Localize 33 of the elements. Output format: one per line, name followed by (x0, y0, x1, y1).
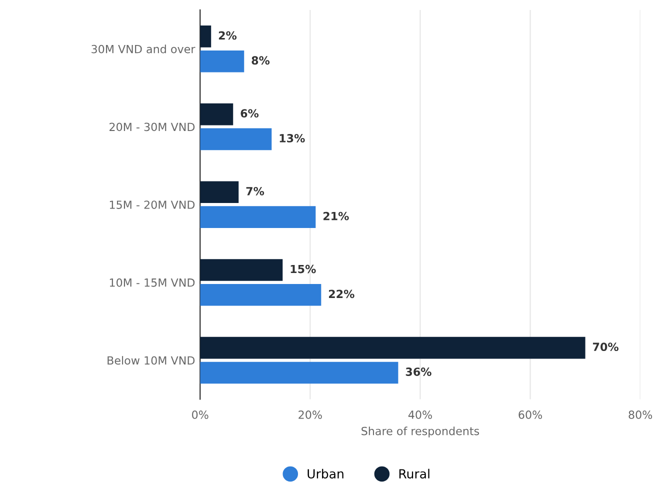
bar (200, 362, 398, 384)
data-label: 6% (240, 109, 259, 118)
y-tick-label: 30M VND and over (92, 44, 196, 54)
x-axis-title: Share of respondents (362, 426, 480, 438)
data-label: 70% (592, 342, 618, 352)
y-tick-label: Below 10M VND (108, 356, 195, 365)
bar (200, 26, 212, 48)
legend-label: Urban (308, 468, 344, 479)
y-tick-label: 20M - 30M VND (110, 122, 195, 132)
y-tick-label: 10M - 15M VND (110, 278, 195, 287)
bar (200, 103, 234, 126)
legend-label: Rural (399, 468, 430, 479)
x-tick-label: 80% (628, 410, 652, 419)
x-tick-label: 0% (192, 410, 208, 419)
x-tick-label: 20% (298, 410, 322, 419)
data-label: 7% (246, 186, 264, 196)
x-tick-label: 60% (518, 410, 542, 419)
data-label: 13% (280, 134, 305, 142)
bar (200, 181, 239, 204)
x-tick-label: 40% (408, 410, 432, 419)
data-label: 2% (218, 31, 237, 40)
y-tick-label: 15M - 20M VND (110, 200, 195, 209)
data-label: 8% (252, 56, 270, 65)
bar (200, 259, 283, 281)
bar (200, 284, 322, 306)
data-label: 36% (406, 368, 432, 376)
data-label: 21% (323, 212, 349, 220)
bar (200, 206, 316, 228)
data-label: 15% (290, 264, 316, 274)
bar (200, 50, 244, 72)
data-label: 22% (328, 290, 354, 298)
bar (200, 336, 586, 359)
bar (200, 128, 272, 150)
